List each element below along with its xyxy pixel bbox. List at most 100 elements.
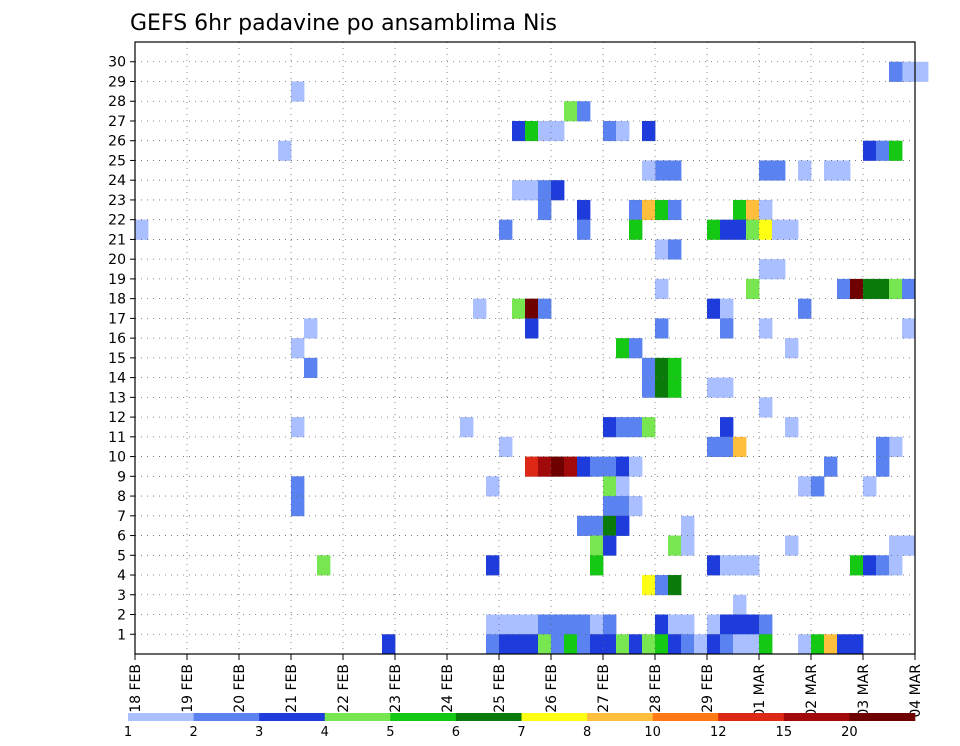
heatmap-cell xyxy=(629,338,643,359)
legend-label: 7 xyxy=(517,725,525,740)
heatmap-cell xyxy=(499,614,513,635)
x-tick-label: 18 FEB xyxy=(128,664,144,713)
legend-swatch xyxy=(193,713,260,721)
legend-label: 6 xyxy=(452,725,460,740)
heatmap-cell xyxy=(616,417,630,438)
heatmap-cell xyxy=(707,614,721,635)
y-tick-label: 25 xyxy=(108,153,126,169)
heatmap-cell xyxy=(512,634,526,655)
heatmap-cell xyxy=(577,515,591,536)
x-tick-label: 27 FEB xyxy=(596,664,612,713)
heatmap-cell xyxy=(681,634,695,655)
y-tick-label: 8 xyxy=(117,489,126,505)
heatmap-cell xyxy=(733,614,747,635)
heatmap-cell xyxy=(850,634,864,655)
y-tick-label: 3 xyxy=(117,588,126,604)
heatmap-cell xyxy=(889,140,903,161)
heatmap-cell xyxy=(655,239,669,260)
heatmap-cell xyxy=(525,120,539,142)
legend-swatch xyxy=(324,713,391,721)
heatmap-cell xyxy=(720,377,734,398)
heatmap-cell xyxy=(759,614,773,635)
heatmap-cell xyxy=(603,417,617,438)
heatmap-cell xyxy=(499,219,513,240)
heatmap-cell xyxy=(668,614,682,635)
heatmap-cell xyxy=(616,496,630,517)
heatmap-cell xyxy=(759,397,773,418)
legend-swatch xyxy=(128,713,194,721)
heatmap-cell xyxy=(655,199,669,221)
legend-label: 15 xyxy=(776,725,793,740)
heatmap-cell xyxy=(837,278,851,300)
heatmap-cell xyxy=(291,417,305,438)
heatmap-cell xyxy=(720,436,734,457)
chart-title: GEFS 6hr padavine po ansamblima Nis xyxy=(130,11,557,36)
heatmap-cell xyxy=(512,180,526,201)
legend-label: 20 xyxy=(841,725,858,740)
x-tick-label: 20 FEB xyxy=(232,664,248,713)
y-tick-label: 23 xyxy=(108,193,126,209)
x-tick-label: 23 FEB xyxy=(388,664,404,713)
heatmap-cell xyxy=(616,515,630,536)
heatmap-cell xyxy=(889,555,903,576)
heatmap-cell xyxy=(707,377,721,398)
heatmap-cell xyxy=(642,357,656,379)
heatmap-cell xyxy=(291,338,305,359)
heatmap-cell xyxy=(525,318,539,339)
legend-label: 8 xyxy=(583,725,591,740)
heatmap-cell xyxy=(135,219,149,240)
heatmap-cell xyxy=(525,180,539,201)
heatmap-cell xyxy=(291,476,305,497)
y-tick-label: 7 xyxy=(117,509,126,525)
heatmap-cell xyxy=(824,634,838,655)
y-tick-label: 17 xyxy=(108,311,126,327)
x-tick-label: 03 MAR xyxy=(856,664,872,718)
heatmap-cell xyxy=(590,515,604,536)
heatmap-cell xyxy=(642,120,656,142)
heatmap-cell xyxy=(720,555,734,576)
heatmap-cell xyxy=(733,634,747,655)
heatmap-cell xyxy=(603,634,617,655)
x-tick-label: 21 FEB xyxy=(284,664,300,713)
legend-swatch xyxy=(652,713,719,721)
heatmap-cell xyxy=(655,278,669,300)
heatmap-cell xyxy=(902,535,916,556)
heatmap-cell xyxy=(655,377,669,398)
heatmap-cell xyxy=(486,476,500,497)
heatmap-cell xyxy=(720,634,734,655)
heatmap-cell xyxy=(629,456,643,477)
heatmap-cell xyxy=(733,199,747,221)
legend-swatch xyxy=(259,713,326,721)
heatmap-cell xyxy=(538,634,552,655)
heatmap-cell xyxy=(577,614,591,635)
heatmap-cell xyxy=(473,298,487,319)
y-tick-label: 5 xyxy=(117,548,126,564)
heatmap-cell xyxy=(616,456,630,477)
heatmap-cell xyxy=(733,436,747,457)
heatmap-cell xyxy=(616,476,630,497)
heatmap-cell xyxy=(590,614,604,635)
heatmap-cell xyxy=(525,456,539,477)
y-tick-label: 10 xyxy=(108,450,126,466)
heatmap-cell xyxy=(837,160,851,181)
heatmap-cell xyxy=(486,634,500,655)
y-tick-label: 28 xyxy=(108,94,126,110)
heatmap-cell xyxy=(668,239,682,260)
heatmap-cell xyxy=(785,338,799,359)
heatmap-cell xyxy=(538,120,552,142)
x-tick-label: 19 FEB xyxy=(180,664,196,713)
heatmap-cell xyxy=(655,634,669,655)
x-tick-label: 29 FEB xyxy=(700,664,716,713)
grid-lines xyxy=(135,42,915,654)
heatmap-cell xyxy=(798,160,812,181)
heatmap-cell xyxy=(577,456,591,477)
heatmap-cell xyxy=(746,278,760,300)
heatmap-cell xyxy=(655,160,669,181)
y-tick-label: 1 xyxy=(117,627,126,643)
heatmap-cell xyxy=(785,219,799,240)
heatmap-cell xyxy=(681,535,695,556)
x-tick-label: 26 FEB xyxy=(544,664,560,713)
heatmap-cell xyxy=(876,436,890,457)
heatmap-cell xyxy=(746,555,760,576)
